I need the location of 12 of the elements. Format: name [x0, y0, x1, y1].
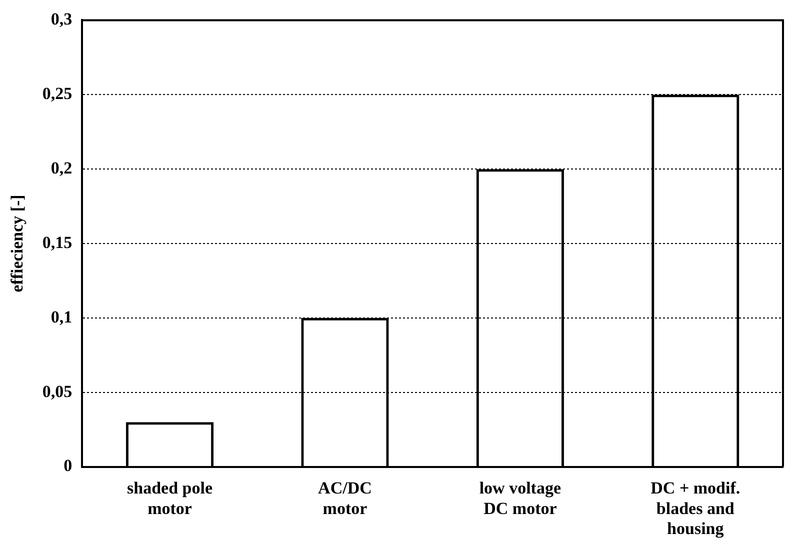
y-tick-label: 0: [64, 456, 72, 476]
y-axis-title: effieciency [-]: [8, 194, 27, 292]
y-tick-label: 0,25: [42, 84, 72, 104]
y-tick-label: 0,2: [50, 158, 72, 178]
y-tick-label: 0,1: [50, 307, 72, 326]
y-tick-label: 0,15: [42, 232, 72, 252]
x-tick-label: AC/DC motor: [318, 478, 372, 518]
x-tick-label: low voltage DC motor: [479, 478, 562, 518]
x-tick-label: shaded pole motor: [127, 478, 213, 518]
y-tick-label: 0,05: [42, 382, 72, 401]
y-tick-label: 0,3: [50, 10, 72, 29]
x-tick-label: DC + modif. blades and housing: [650, 478, 740, 538]
